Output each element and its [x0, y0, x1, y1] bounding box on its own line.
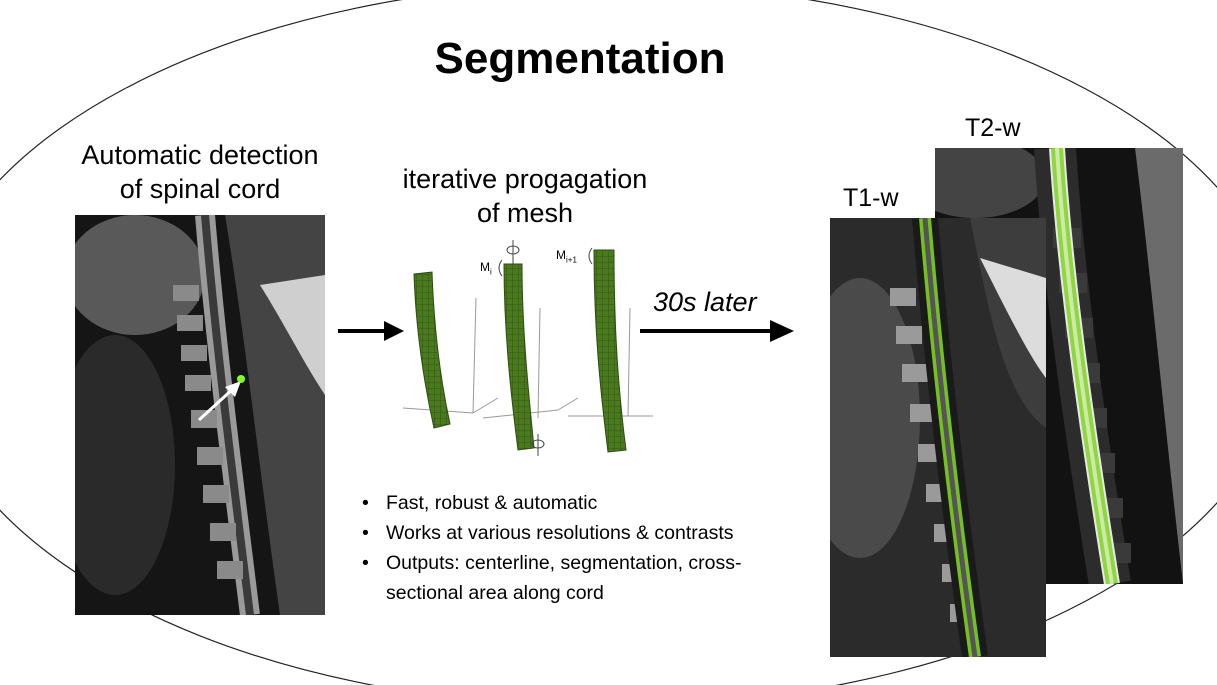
mesh-label-mi1-sub: i+1 [566, 255, 577, 265]
t1w-drawing [830, 218, 1046, 657]
mesh-segment-3 [593, 249, 627, 453]
detection-caption-line2: of spinal cord [119, 174, 281, 204]
feature-list: Fast, robust & automatic Works at variou… [362, 488, 802, 608]
t1w-label: T1-w [843, 184, 899, 212]
mesh-caption-line2: of mesh [476, 198, 574, 228]
mesh-segment-1 [413, 271, 451, 429]
slide-title: Segmentation [434, 34, 726, 83]
t1w-image [830, 218, 1046, 657]
mesh-label-mi-base: M [480, 260, 490, 274]
mesh-label-mi-sub: i [490, 267, 492, 277]
t2w-label: T2-w [965, 114, 1021, 142]
mesh-propagation-illustration [402, 240, 653, 456]
mesh-caption: iterative progagation of mesh [375, 162, 675, 230]
mesh-segment-2 [503, 263, 535, 451]
time-label: 30s later [653, 287, 757, 317]
mri-sagittal-drawing [75, 215, 325, 615]
detection-caption: Automatic detection of spinal cord [60, 138, 340, 206]
detection-caption-line1: Automatic detection [81, 140, 319, 170]
mesh-label-mi1: Mi+1 [556, 248, 577, 264]
mesh-label-mi: Mi [480, 260, 492, 276]
mesh-label-mi1-base: M [556, 248, 566, 262]
mesh-caption-line1: iterative progagation [402, 164, 648, 194]
detection-point [237, 375, 245, 383]
feature-item-2: Works at various resolutions & contrasts [362, 518, 802, 548]
arrow-right-long-icon [640, 320, 794, 342]
feature-item-1: Fast, robust & automatic [362, 488, 802, 518]
feature-item-3: Outputs: centerline, segmentation, cross… [362, 548, 802, 608]
mri-sagittal-image [75, 215, 325, 615]
arrow-right-icon [338, 321, 404, 341]
